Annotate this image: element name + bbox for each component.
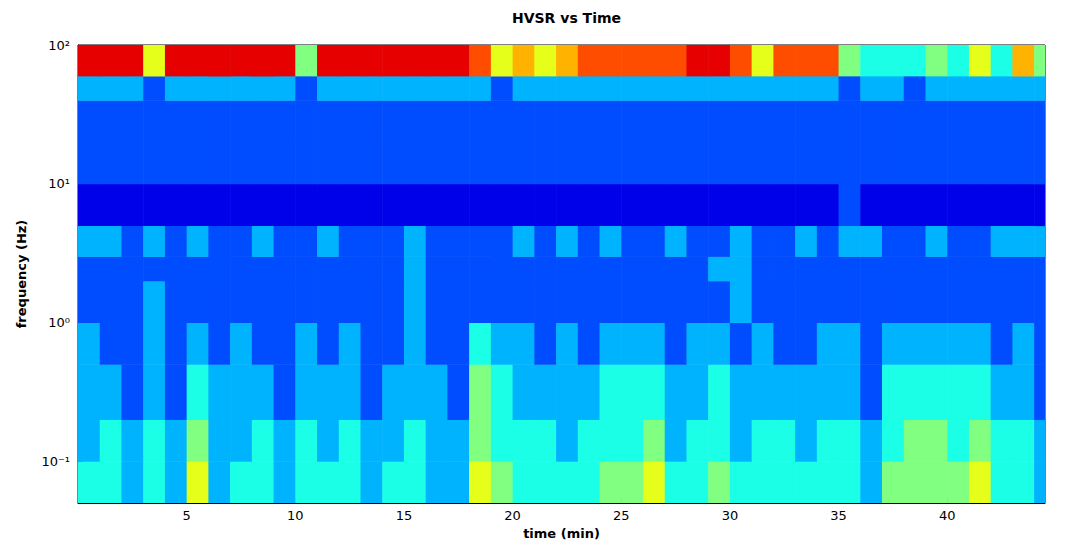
svg-text:30: 30 (722, 508, 739, 523)
svg-text:frequency (Hz): frequency (Hz) (14, 220, 29, 329)
svg-text:20: 20 (504, 508, 521, 523)
svg-text:time (min): time (min) (523, 526, 600, 541)
svg-text:10⁻¹: 10⁻¹ (41, 454, 70, 469)
svg-text:5: 5 (183, 508, 191, 523)
svg-text:10⁰: 10⁰ (48, 315, 70, 330)
svg-text:35: 35 (830, 508, 847, 523)
svg-text:10: 10 (287, 508, 304, 523)
svg-text:10¹: 10¹ (48, 176, 70, 191)
svg-text:40: 40 (939, 508, 956, 523)
svg-text:HVSR vs Time: HVSR vs Time (512, 10, 621, 26)
svg-text:15: 15 (396, 508, 413, 523)
svg-text:25: 25 (613, 508, 630, 523)
svg-text:10²: 10² (48, 38, 70, 53)
